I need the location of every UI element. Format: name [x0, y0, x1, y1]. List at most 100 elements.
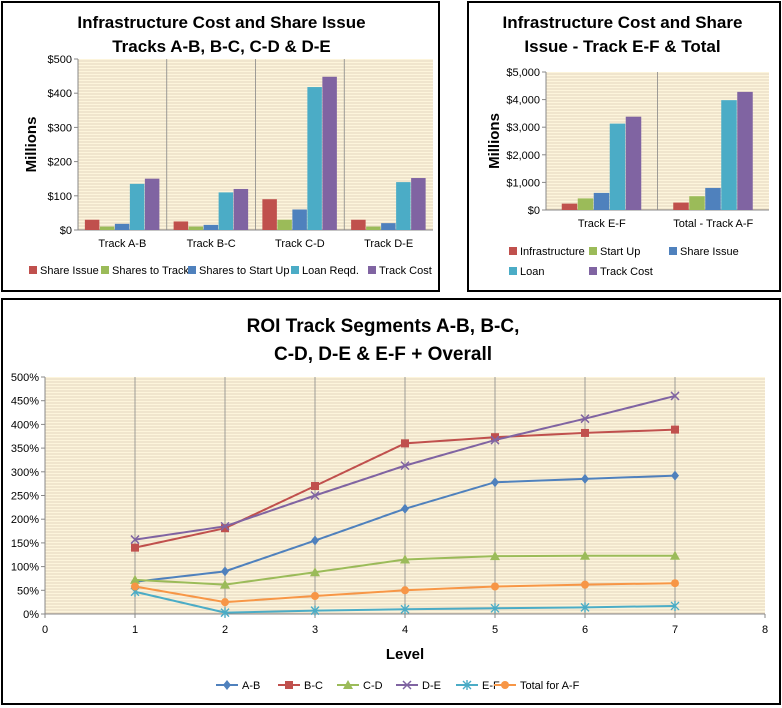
point-marker — [491, 582, 499, 591]
point-marker — [491, 477, 499, 488]
bar — [173, 221, 189, 230]
legend-label: Track Cost — [379, 265, 432, 277]
legend-swatch — [589, 267, 597, 275]
bar — [705, 187, 721, 210]
point-marker — [400, 461, 410, 471]
legend-swatch — [188, 266, 196, 274]
legend-swatch — [669, 247, 677, 255]
point-marker — [670, 550, 680, 560]
point-marker — [581, 580, 589, 589]
bar — [262, 199, 277, 230]
x-tick-label: 8 — [762, 624, 768, 636]
point-marker — [671, 425, 679, 434]
bar — [292, 209, 307, 230]
bar — [277, 219, 292, 230]
legend-swatch — [29, 266, 37, 274]
legend-swatch — [589, 247, 597, 255]
x-tick-label: 5 — [492, 624, 498, 636]
point-marker — [400, 604, 410, 615]
y-tick-label: 300% — [11, 467, 39, 479]
point-marker — [220, 607, 230, 618]
point-marker — [491, 433, 499, 442]
x-tick-label: Track B-C — [187, 238, 236, 250]
x-tick-label: 3 — [312, 624, 318, 636]
x-tick-label: Track E-F — [578, 218, 626, 230]
legend-label: B-C — [304, 680, 323, 692]
y-tick-label: $0 — [60, 225, 72, 237]
legend-label: Loan Reqd. — [302, 265, 359, 277]
bar — [144, 178, 160, 230]
point-marker — [671, 470, 679, 481]
bar — [322, 76, 337, 230]
point-marker — [311, 535, 319, 546]
bar — [218, 192, 234, 230]
legend-label: Track Cost — [600, 266, 653, 278]
point-marker — [501, 681, 509, 689]
y-axis-label: Millions — [486, 113, 503, 169]
point-marker — [462, 680, 472, 690]
bar — [129, 183, 145, 230]
y-tick-label: $3,000 — [506, 122, 540, 134]
bar — [366, 226, 381, 230]
point-marker — [581, 428, 589, 437]
y-tick-label: 200% — [11, 514, 39, 526]
point-marker — [223, 680, 231, 690]
y-tick-label: $0 — [528, 205, 540, 217]
chart-panel-track-ef-total: Infrastructure Cost and Share Issue - Tra… — [467, 1, 781, 292]
bar — [625, 116, 642, 210]
bar — [577, 198, 594, 210]
y-tick-label: 500% — [11, 372, 39, 384]
legend-label: Share Issue — [680, 246, 739, 258]
legend-swatch — [509, 267, 517, 275]
x-tick-label: Total - Track A-F — [673, 218, 753, 230]
bar — [737, 91, 753, 210]
y-axis-label: Millions — [23, 117, 40, 173]
point-marker — [310, 605, 320, 616]
y-tick-label: $400 — [48, 88, 72, 100]
x-tick-label: Track C-D — [275, 238, 325, 250]
y-tick-label: 250% — [11, 491, 39, 503]
y-tick-label: 100% — [11, 562, 39, 574]
x-tick-label: Track A-B — [98, 238, 146, 250]
point-marker — [401, 439, 409, 448]
bar — [673, 202, 689, 210]
chart-title-line: C-D, D-E & E-F + Overall — [274, 344, 492, 365]
legend-label: Total for A-F — [520, 680, 580, 692]
chart-title-line: Tracks A-B, B-C, C-D & D-E — [112, 37, 331, 56]
bar — [609, 123, 626, 210]
point-marker — [310, 490, 320, 501]
legend-swatch — [368, 266, 376, 274]
point-marker — [221, 524, 229, 533]
legend-swatch — [509, 247, 517, 255]
bar — [188, 226, 204, 230]
point-marker — [490, 435, 500, 445]
point-marker — [221, 598, 229, 607]
x-tick-label: 0 — [42, 624, 48, 636]
point-marker — [670, 391, 680, 401]
bar-chart-tracks-ab-de: Infrastructure Cost and Share Issue Track… — [23, 13, 433, 277]
point-marker — [220, 579, 230, 589]
x-tick-label: Track D-E — [364, 238, 413, 250]
x-tick-label: 7 — [672, 624, 678, 636]
legend-label: Shares to Start Up — [199, 265, 290, 277]
legend-label: Loan — [520, 266, 544, 278]
y-tick-label: $300 — [48, 122, 72, 134]
legend-label: A-B — [242, 680, 260, 692]
legend-label: C-D — [363, 680, 383, 692]
point-marker — [670, 600, 680, 611]
point-marker — [580, 602, 590, 613]
chart-title-line: Infrastructure Cost and Share — [503, 13, 743, 32]
point-marker — [490, 551, 500, 561]
bar — [114, 223, 130, 230]
chart-title-line: Infrastructure Cost and Share Issue — [77, 13, 365, 32]
y-tick-label: 350% — [11, 443, 39, 455]
bar — [721, 100, 737, 210]
legend-swatch — [101, 266, 109, 274]
chart-title-line: Issue - Track E-F & Total — [524, 37, 720, 56]
y-tick-label: $4,000 — [506, 95, 540, 107]
point-marker — [343, 680, 353, 689]
bar-chart-track-ef-total: Infrastructure Cost and Share Issue - Tra… — [486, 13, 769, 278]
point-marker — [402, 680, 412, 690]
point-marker — [310, 567, 320, 577]
point-marker — [400, 554, 410, 564]
